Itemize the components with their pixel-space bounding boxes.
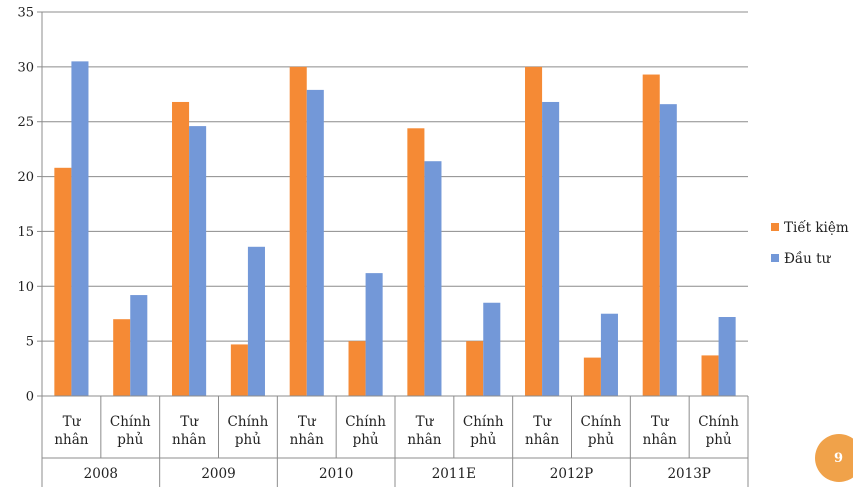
- bar-tiet-kiem: [113, 319, 131, 396]
- y-tick-label: 15: [17, 225, 34, 240]
- x-group-label: 2011E: [432, 466, 476, 482]
- x-category-labels: Tư nhân Chính phủ Tư nhân Chính phủ Tư nhân Chính p…: [54, 414, 739, 482]
- bar-tiet-kiem: [583, 357, 601, 396]
- bar-dau-tu: [247, 246, 265, 396]
- x-category-label-line: Chính: [345, 414, 386, 430]
- x-category-label-line: Chính: [581, 414, 622, 430]
- x-category-label-line: phủ: [235, 432, 261, 448]
- x-category-label-line: Tư: [298, 414, 317, 430]
- y-tick-label: 30: [17, 60, 34, 75]
- y-tick-label: 5: [26, 335, 34, 350]
- x-category-label-line: Tư: [416, 414, 435, 430]
- bar-dau-tu: [189, 126, 207, 397]
- gridlines: [42, 11, 748, 342]
- x-category-label-line: Chính: [698, 414, 739, 430]
- x-category-label: Tư nhân: [290, 414, 324, 448]
- x-category-label: Tư nhân: [525, 414, 559, 448]
- x-category-label-line: nhân: [643, 432, 677, 448]
- x-category-label-line: nhân: [407, 432, 441, 448]
- x-category-label-line: Chính: [463, 414, 504, 430]
- legend-swatch: [771, 223, 779, 231]
- bar-tiet-kiem: [230, 344, 248, 396]
- x-category-label-line: Tư: [63, 414, 82, 430]
- x-category-label-line: phủ: [353, 432, 379, 448]
- bar-tiet-kiem: [407, 128, 425, 396]
- legend-label: Tiết kiệm: [784, 220, 849, 236]
- bar-dau-tu: [483, 302, 501, 396]
- x-category-label-line: Tư: [533, 414, 552, 430]
- y-tick-label: 35: [17, 6, 34, 21]
- x-group-label: 2012P: [550, 466, 593, 482]
- x-group-label: 2013P: [667, 466, 710, 482]
- bar-tiet-kiem: [348, 341, 366, 396]
- legend: Tiết kiệm Đầu tư: [771, 220, 849, 267]
- x-category-label: Tư nhân: [407, 414, 441, 448]
- x-category-label: Chính phủ: [581, 414, 622, 448]
- x-category-label: Tư nhân: [643, 414, 677, 448]
- x-category-label-line: phủ: [470, 432, 496, 448]
- bar-dau-tu: [542, 101, 560, 397]
- bar-tiet-kiem: [289, 66, 307, 396]
- axes: [37, 11, 749, 487]
- x-category-label: Tư nhân: [172, 414, 206, 448]
- x-group-label: 2008: [84, 466, 118, 482]
- bar-dau-tu: [424, 161, 442, 396]
- bar-tiet-kiem: [525, 66, 543, 396]
- x-group-label: 2009: [201, 466, 235, 482]
- bar-dau-tu: [71, 61, 89, 396]
- x-category-label: Chính phủ: [345, 414, 386, 448]
- x-category-label-line: nhân: [525, 432, 559, 448]
- bar-dau-tu: [130, 295, 148, 396]
- x-category-label-line: nhân: [172, 432, 206, 448]
- x-category-label: Chính phủ: [698, 414, 739, 448]
- y-tick-label: 20: [17, 170, 34, 185]
- bar-tiet-kiem: [466, 341, 484, 396]
- x-category-label-line: nhân: [54, 432, 88, 448]
- y-tick-label: 0: [26, 390, 34, 405]
- x-category-label-line: phủ: [117, 432, 143, 448]
- x-category-label: Chính phủ: [228, 414, 269, 448]
- x-category-label-line: Chính: [110, 414, 151, 430]
- page-number-badge: 9: [815, 434, 853, 482]
- x-category-label: Chính phủ: [463, 414, 504, 448]
- bar-tiet-kiem: [172, 101, 190, 397]
- x-category-label-line: phủ: [588, 432, 614, 448]
- bar-dau-tu: [365, 273, 383, 396]
- bar-tiet-kiem: [701, 355, 719, 396]
- bar-tiet-kiem: [642, 74, 660, 396]
- y-tick-label: 10: [17, 280, 34, 295]
- bar-dau-tu: [659, 104, 677, 396]
- bar-dau-tu: [600, 313, 618, 396]
- bar-dau-tu: [306, 89, 324, 396]
- x-category-label-line: Tư: [180, 414, 199, 430]
- x-group-label: 2010: [319, 466, 353, 482]
- x-category-label-line: phủ: [706, 432, 732, 448]
- x-category-label: Chính phủ: [110, 414, 151, 448]
- x-category-label-line: nhân: [290, 432, 324, 448]
- legend-swatch: [771, 254, 779, 262]
- y-tick-labels: 0 5 10 15 20 25 30 35: [17, 6, 34, 405]
- legend-label: Đầu tư: [784, 251, 832, 267]
- x-category-label-line: Tư: [651, 414, 670, 430]
- bar-tiet-kiem: [54, 167, 72, 396]
- x-category-label: Tư nhân: [54, 414, 88, 448]
- x-category-label-line: Chính: [228, 414, 269, 430]
- page-number: 9: [834, 451, 844, 466]
- y-tick-label: 25: [17, 115, 34, 130]
- bars: [54, 61, 736, 397]
- bar-dau-tu: [718, 317, 736, 396]
